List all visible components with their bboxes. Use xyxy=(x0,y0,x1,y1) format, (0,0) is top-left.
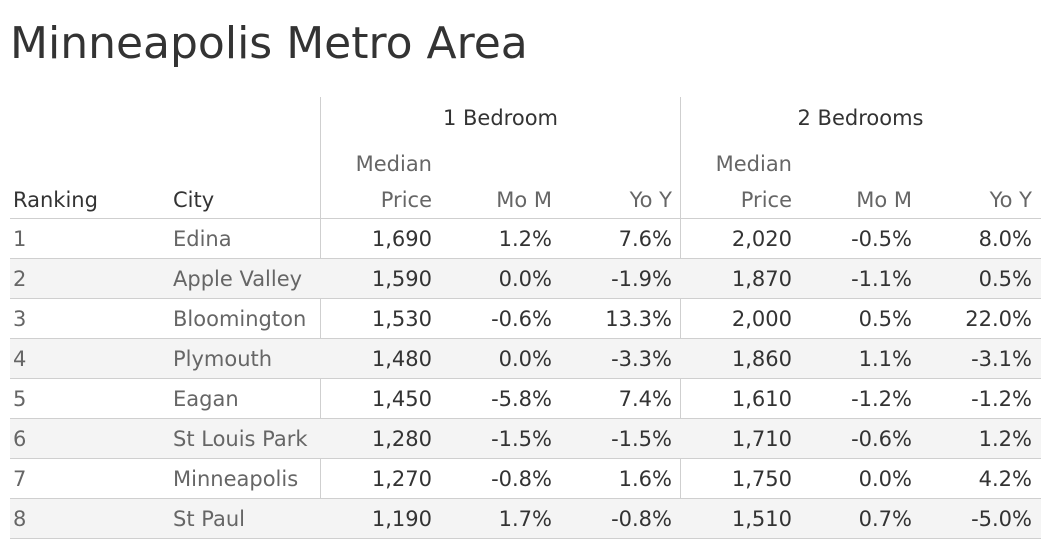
table-cell-city: Apple Valley xyxy=(173,267,303,291)
table-cell-b2-price: 2,000 xyxy=(731,307,792,331)
table-cell-b1-mom: 0.0% xyxy=(498,267,552,291)
table-cell-b2-mom: -1.1% xyxy=(851,267,912,291)
row-rule xyxy=(10,498,1041,499)
table-cell-b1-yoy: -1.5% xyxy=(611,427,672,451)
col-header-city: City xyxy=(173,188,215,212)
table-cell-b2-yoy: 0.5% xyxy=(978,267,1032,291)
table-cell-b2-yoy: -3.1% xyxy=(971,347,1032,371)
table-cell-b1-price: 1,280 xyxy=(371,427,432,451)
table-cell-city: Edina xyxy=(173,227,232,251)
table-cell-b2-yoy: 8.0% xyxy=(978,227,1032,251)
table-cell-rank: 4 xyxy=(13,347,27,371)
table-cell-city: Eagan xyxy=(173,387,239,411)
table-cell-b2-mom: -0.6% xyxy=(851,427,912,451)
table-cell-b1-yoy: 1.6% xyxy=(618,467,672,491)
table-cell-b1-mom: -5.8% xyxy=(491,387,552,411)
table-cell-b2-price: 2,020 xyxy=(731,227,792,251)
table-cell-b1-price: 1,530 xyxy=(371,307,432,331)
col-header-1br-yoy: Yo Y xyxy=(629,188,672,212)
table-cell-rank: 5 xyxy=(13,387,27,411)
table-cell-b1-price: 1,480 xyxy=(371,347,432,371)
table-cell-b1-price: 1,590 xyxy=(371,267,432,291)
table-cell-b1-mom: -0.8% xyxy=(491,467,552,491)
group-header-1br: 1 Bedroom xyxy=(442,106,559,130)
table-cell-b2-mom: -0.5% xyxy=(851,227,912,251)
table-cell-b2-price: 1,860 xyxy=(731,347,792,371)
row-rule xyxy=(10,338,1041,339)
table-cell-b2-price: 1,870 xyxy=(731,267,792,291)
table-cell-b1-price: 1,450 xyxy=(371,387,432,411)
table-cell-rank: 2 xyxy=(13,267,27,291)
row-rule xyxy=(10,418,1041,419)
table-cell-b1-yoy: -1.9% xyxy=(611,267,672,291)
table-cell-b1-mom: 1.2% xyxy=(498,227,552,251)
table-cell-city: Plymouth xyxy=(173,347,273,371)
table-cell-rank: 1 xyxy=(13,227,27,251)
group-header-2br: 2 Bedrooms xyxy=(797,106,924,130)
row-rule xyxy=(10,258,1041,259)
row-rule xyxy=(10,298,1041,299)
table-cell-b1-mom: -1.5% xyxy=(491,427,552,451)
table-cell-b1-price: 1,270 xyxy=(371,467,432,491)
divider-2br xyxy=(680,97,681,538)
table-cell-b1-yoy: 13.3% xyxy=(605,307,672,331)
col-header-1br-mom: Mo M xyxy=(496,188,552,212)
table-cell-b2-yoy: -1.2% xyxy=(971,387,1032,411)
table-cell-city: St Paul xyxy=(173,507,245,531)
table-cell-b2-mom: 0.0% xyxy=(858,467,912,491)
table-cell-b1-mom: 1.7% xyxy=(498,507,552,531)
col-header-2br-median-bottom: Price xyxy=(740,188,792,212)
table-cell-b2-yoy: 1.2% xyxy=(978,427,1032,451)
col-header-2br-median-top: Median xyxy=(715,152,792,176)
table-cell-b1-yoy: 7.6% xyxy=(618,227,672,251)
col-header-1br-median-bottom: Price xyxy=(380,188,432,212)
table-cell-b1-price: 1,190 xyxy=(371,507,432,531)
table-cell-b1-mom: 0.0% xyxy=(498,347,552,371)
col-header-2br-yoy: Yo Y xyxy=(989,188,1032,212)
table-cell-b2-mom: -1.2% xyxy=(851,387,912,411)
table-cell-b1-yoy: -0.8% xyxy=(611,507,672,531)
table-cell-city: St Louis Park xyxy=(173,427,308,451)
table-cell-city: Bloomington xyxy=(173,307,307,331)
table-cell-b1-price: 1,690 xyxy=(371,227,432,251)
table-cell-b2-mom: 0.7% xyxy=(858,507,912,531)
divider-1br xyxy=(320,97,321,538)
table-cell-b1-yoy: -3.3% xyxy=(611,347,672,371)
table-cell-b2-price: 1,750 xyxy=(731,467,792,491)
table-cell-b2-price: 1,710 xyxy=(731,427,792,451)
col-header-2br-mom: Mo M xyxy=(856,188,912,212)
row-stripe xyxy=(10,339,1041,379)
row-rule xyxy=(10,538,1041,539)
table-cell-rank: 6 xyxy=(13,427,27,451)
table-cell-b2-yoy: 22.0% xyxy=(965,307,1032,331)
table-cell-city: Minneapolis xyxy=(173,467,299,491)
table-cell-b2-price: 1,610 xyxy=(731,387,792,411)
row-stripe xyxy=(10,259,1041,299)
table-cell-b1-yoy: 7.4% xyxy=(618,387,672,411)
table-cell-b2-yoy: 4.2% xyxy=(978,467,1032,491)
table-cell-b2-yoy: -5.0% xyxy=(971,507,1032,531)
row-stripe xyxy=(10,419,1041,459)
table-cell-rank: 3 xyxy=(13,307,27,331)
row-stripe xyxy=(10,499,1041,539)
table-cell-b2-mom: 1.1% xyxy=(858,347,912,371)
page-title: Minneapolis Metro Area xyxy=(10,18,528,69)
table-cell-b2-mom: 0.5% xyxy=(858,307,912,331)
header-rule xyxy=(10,218,1041,219)
table-cell-rank: 7 xyxy=(13,467,27,491)
col-header-ranking: Ranking xyxy=(13,188,98,212)
table-cell-b2-price: 1,510 xyxy=(731,507,792,531)
col-header-1br-median-top: Median xyxy=(355,152,432,176)
table-cell-b1-mom: -0.6% xyxy=(491,307,552,331)
row-rule xyxy=(10,458,1041,459)
row-rule xyxy=(10,378,1041,379)
table-cell-rank: 8 xyxy=(13,507,27,531)
